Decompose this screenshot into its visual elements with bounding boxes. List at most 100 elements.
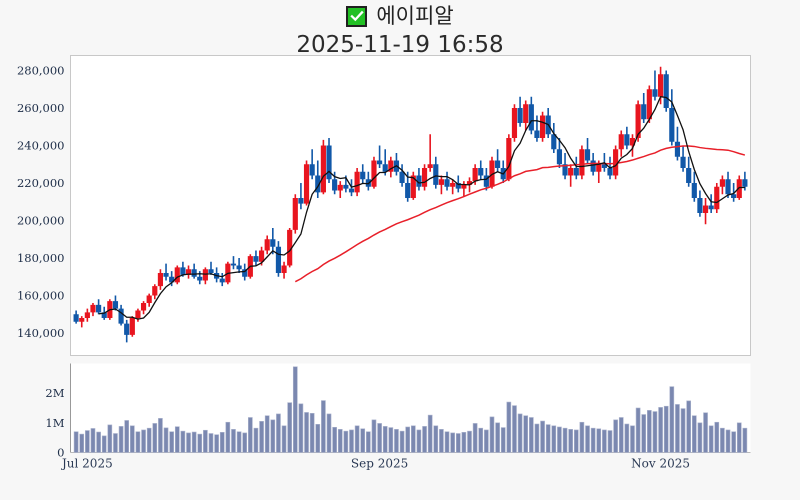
candle-body[interactable]	[483, 175, 489, 187]
volume-bar[interactable]	[343, 430, 349, 453]
candle-body[interactable]	[444, 179, 450, 187]
candle-body[interactable]	[657, 74, 664, 97]
volume-bar[interactable]	[225, 421, 231, 453]
volume-bar[interactable]	[96, 431, 101, 453]
candle-body[interactable]	[135, 310, 141, 319]
volume-bar[interactable]	[461, 432, 467, 453]
candle-body[interactable]	[579, 149, 585, 176]
candle-body[interactable]	[523, 104, 529, 123]
candle-body[interactable]	[534, 130, 540, 139]
volume-bar[interactable]	[236, 431, 242, 453]
candle-body[interactable]	[287, 229, 293, 266]
volume-bar[interactable]	[135, 431, 141, 453]
candle-body[interactable]	[163, 273, 169, 277]
volume-bar[interactable]	[321, 400, 326, 453]
candle-body[interactable]	[96, 304, 102, 313]
candle-body[interactable]	[528, 104, 534, 131]
candle-body[interactable]	[433, 164, 439, 185]
volume-bar[interactable]	[292, 366, 298, 453]
candle-body[interactable]	[669, 108, 675, 142]
volume-bar[interactable]	[253, 427, 259, 453]
volume-bar[interactable]	[163, 427, 169, 453]
volume-bar[interactable]	[270, 419, 276, 453]
candle-body[interactable]	[90, 304, 96, 313]
volume-bar[interactable]	[337, 429, 343, 453]
candle-body[interactable]	[264, 239, 270, 251]
candle-body[interactable]	[697, 198, 703, 213]
volume-bar[interactable]	[624, 423, 630, 453]
candle-body[interactable]	[646, 89, 652, 120]
candle-body[interactable]	[337, 184, 343, 191]
candle-body[interactable]	[719, 179, 725, 187]
volume-bar[interactable]	[635, 407, 641, 453]
candle-body[interactable]	[568, 168, 574, 176]
candle-body[interactable]	[652, 89, 658, 97]
volume-bar[interactable]	[191, 431, 197, 453]
volume-bar[interactable]	[500, 427, 506, 453]
candle-body[interactable]	[466, 181, 473, 185]
candle-body[interactable]	[348, 188, 355, 193]
candle-body[interactable]	[197, 276, 203, 281]
volume-bar[interactable]	[124, 420, 130, 453]
candle-body[interactable]	[270, 239, 276, 247]
volume-bar[interactable]	[158, 418, 163, 453]
candle-body[interactable]	[416, 175, 422, 187]
candle-body[interactable]	[101, 312, 107, 318]
candle-body[interactable]	[124, 323, 130, 335]
volume-bar[interactable]	[439, 429, 444, 453]
volume-bar[interactable]	[467, 430, 472, 453]
volume-bar[interactable]	[540, 420, 545, 453]
candle-body[interactable]	[596, 164, 602, 172]
candle-body[interactable]	[292, 198, 298, 230]
candle-body[interactable]	[360, 171, 366, 180]
volume-bar[interactable]	[146, 427, 152, 453]
candle-body[interactable]	[461, 184, 467, 189]
candle-body[interactable]	[624, 134, 630, 146]
volume-bar[interactable]	[736, 422, 742, 453]
volume-bar[interactable]	[703, 412, 708, 453]
volume-bar[interactable]	[399, 430, 405, 453]
volume-bar[interactable]	[720, 427, 725, 453]
volume-bar[interactable]	[79, 433, 85, 453]
volume-bar[interactable]	[529, 417, 534, 453]
candle-body[interactable]	[174, 267, 180, 283]
candle-body[interactable]	[332, 179, 338, 191]
volume-bar[interactable]	[742, 427, 748, 453]
candle-body[interactable]	[495, 160, 501, 169]
candle-body[interactable]	[326, 145, 332, 180]
candle-body[interactable]	[236, 265, 242, 270]
volume-bar[interactable]	[658, 407, 663, 453]
candle-body[interactable]	[377, 160, 383, 165]
candle-body[interactable]	[230, 263, 237, 266]
volume-bar[interactable]	[107, 424, 113, 453]
volume-bar[interactable]	[708, 425, 714, 453]
candle-body[interactable]	[629, 138, 636, 146]
candle-body[interactable]	[405, 183, 411, 198]
volume-bar[interactable]	[506, 401, 512, 453]
candle-body[interactable]	[118, 308, 124, 324]
candle-body[interactable]	[613, 149, 619, 176]
volume-bar[interactable]	[495, 422, 500, 453]
volume-bar[interactable]	[152, 423, 158, 453]
volume-bar[interactable]	[602, 429, 607, 453]
volume-bar[interactable]	[512, 405, 517, 453]
volume-bar[interactable]	[422, 426, 427, 453]
volume-bar[interactable]	[472, 423, 478, 453]
candle-body[interactable]	[258, 250, 265, 262]
volume-bar[interactable]	[180, 430, 186, 453]
volume-bar[interactable]	[354, 425, 360, 453]
volume-bar[interactable]	[85, 430, 90, 453]
volume-bar[interactable]	[90, 428, 96, 453]
volume-bar[interactable]	[382, 426, 388, 453]
volume-bar[interactable]	[394, 429, 399, 453]
volume-bar[interactable]	[647, 410, 652, 453]
volume-bar[interactable]	[259, 421, 264, 453]
candle-body[interactable]	[517, 108, 523, 123]
volume-bar[interactable]	[214, 434, 219, 453]
candle-body[interactable]	[601, 164, 607, 168]
volume-bar[interactable]	[478, 427, 484, 453]
volume-bar[interactable]	[450, 432, 455, 453]
candle-body[interactable]	[315, 175, 321, 193]
volume-bar[interactable]	[534, 423, 540, 453]
candle-body[interactable]	[708, 205, 714, 210]
